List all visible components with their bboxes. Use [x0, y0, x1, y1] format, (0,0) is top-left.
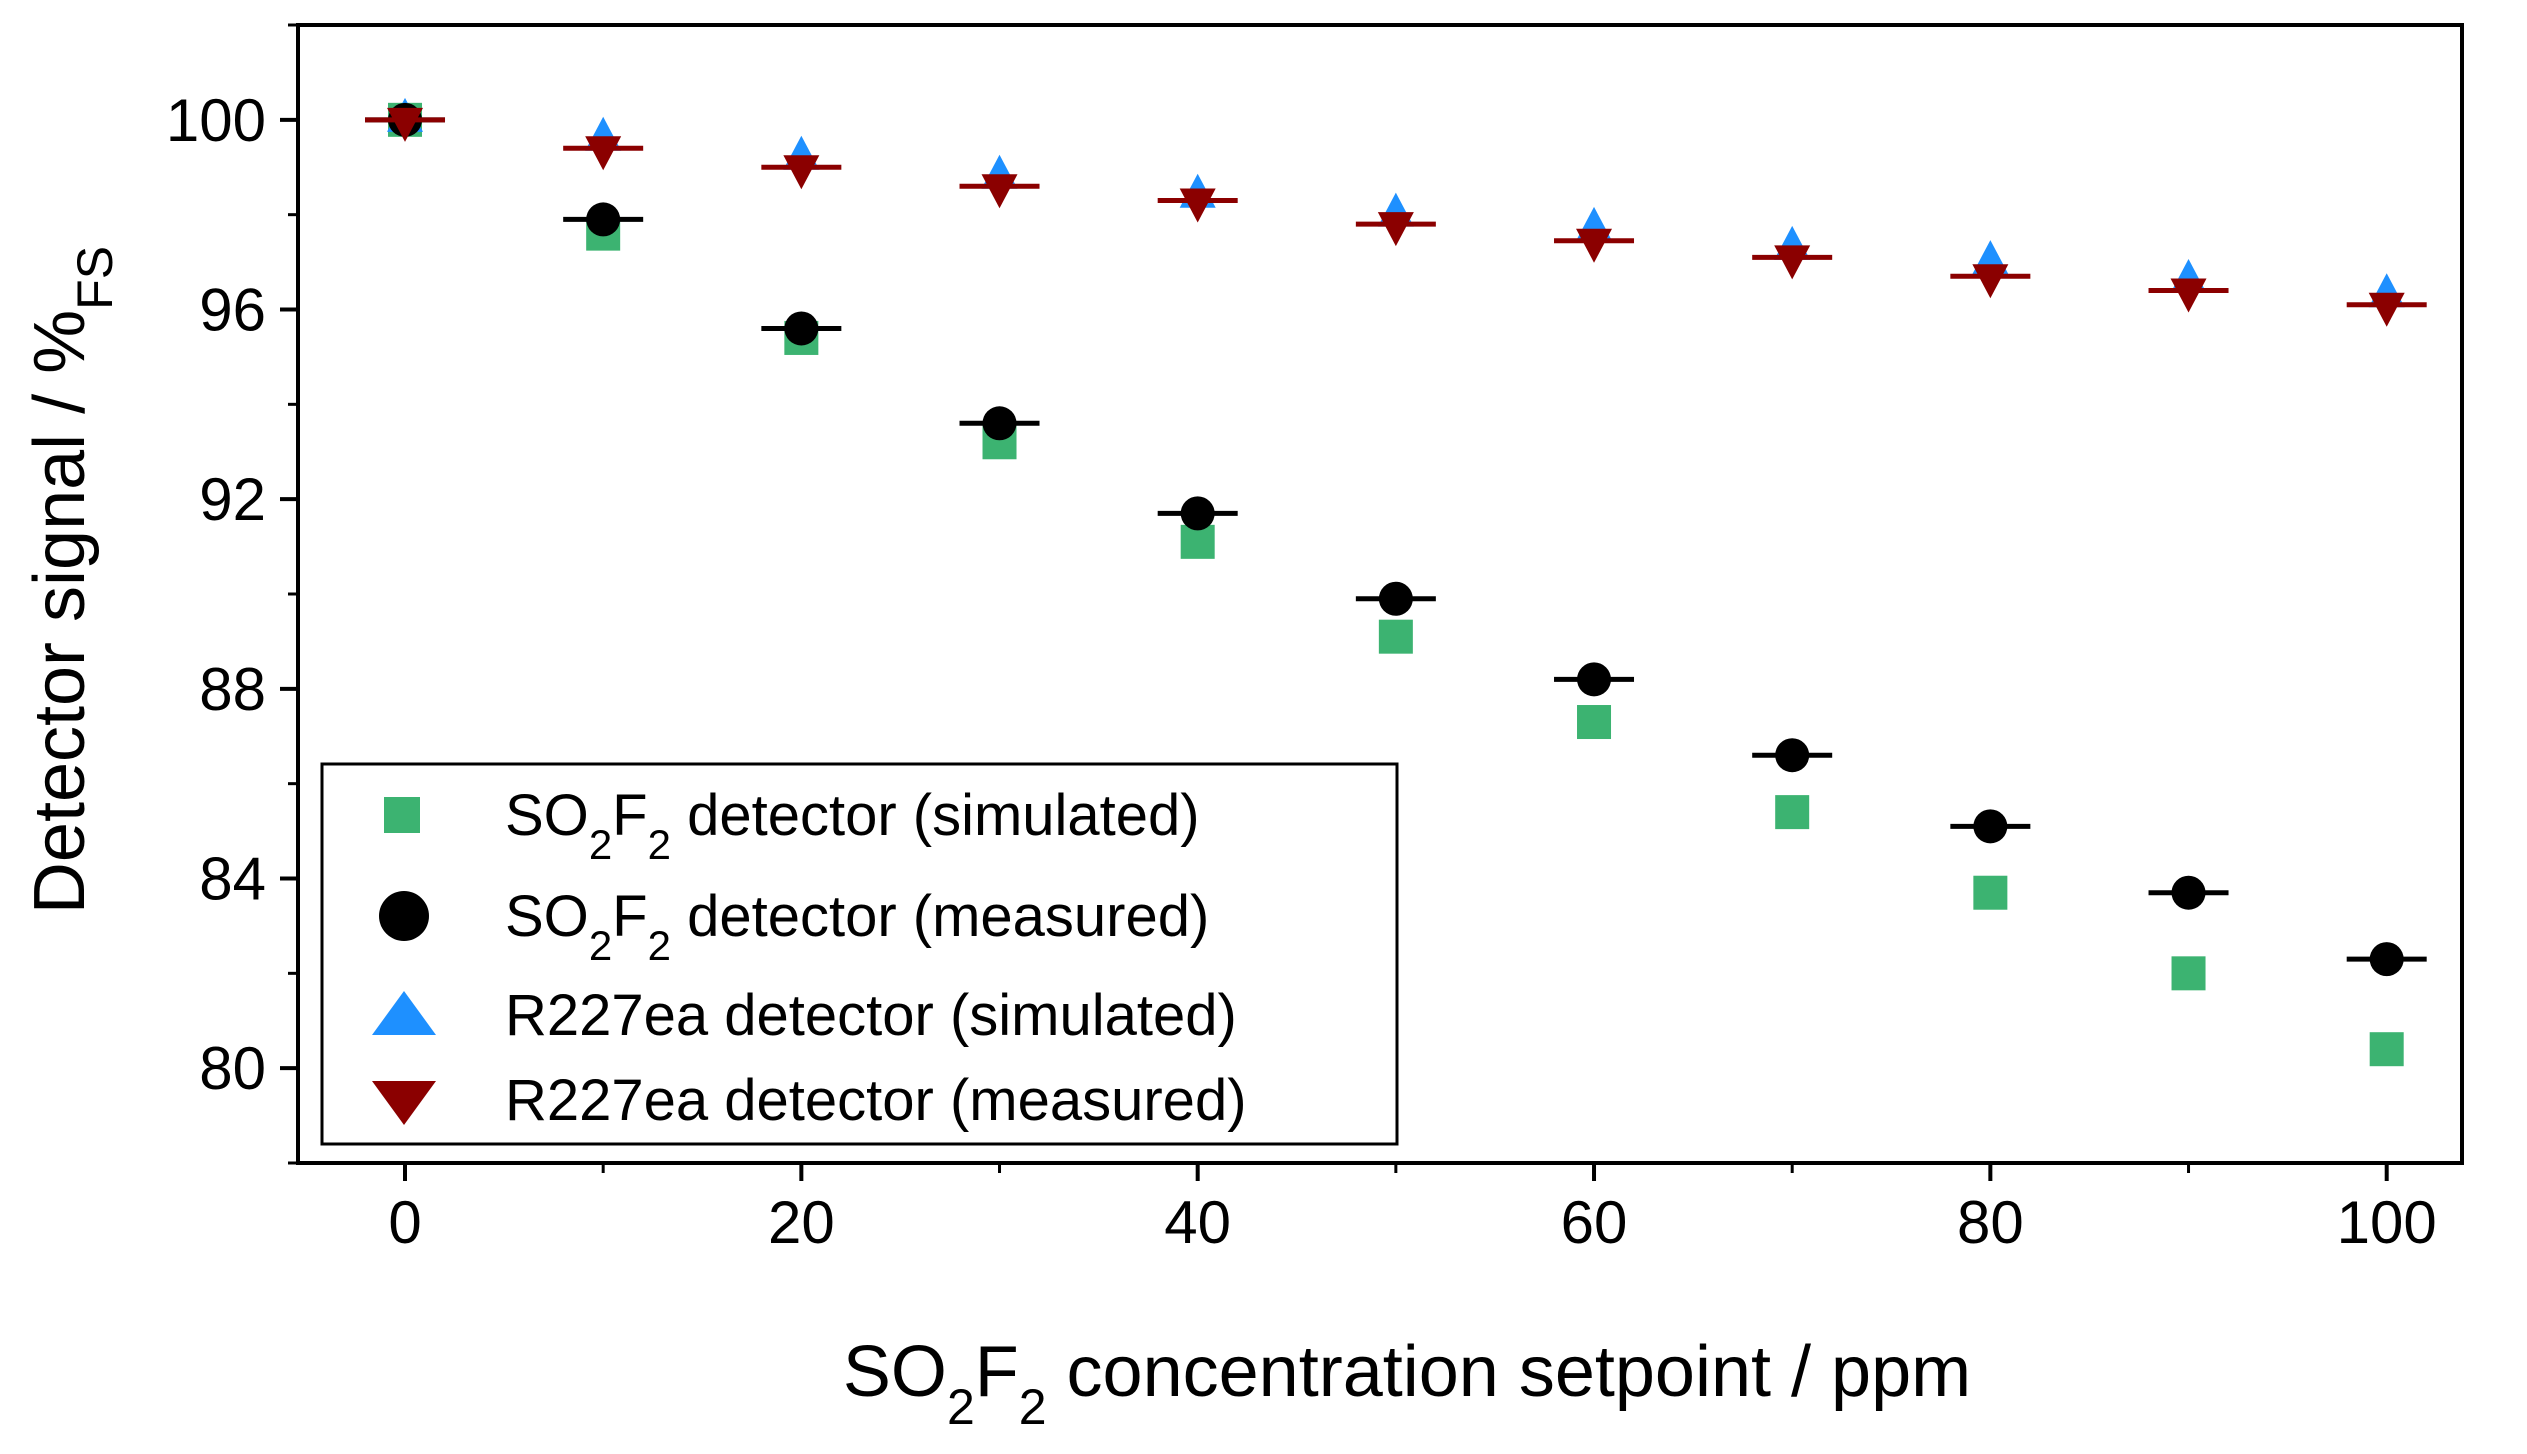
- r227-meas-point: [1377, 212, 1414, 247]
- r227-meas-point: [387, 107, 424, 142]
- r227-meas-point: [2368, 292, 2405, 327]
- so2f2-sim-point: [1577, 705, 1612, 740]
- y-tick-label: 80: [199, 1035, 266, 1102]
- r227-meas-point: [1179, 188, 1216, 223]
- so2f2-meas-point: [2369, 942, 2404, 977]
- so2f2-sim-point: [1378, 619, 1413, 654]
- legend-marker-r227ea-measured: [372, 1081, 436, 1125]
- so2f2-meas-point: [1775, 738, 1810, 773]
- plot-area: [365, 97, 2427, 1067]
- so2f2-meas-point: [1577, 662, 1612, 697]
- legend: SO2F2 detector (simulated) SO2F2 detecto…: [320, 762, 1399, 1146]
- legend-marker-r227ea-simulated: [372, 991, 436, 1035]
- y-tick-label: 84: [199, 846, 266, 913]
- y-axis-title: Detector signal / %FS: [20, 246, 123, 914]
- so2f2-meas-point: [586, 202, 621, 237]
- so2f2-meas-point: [1378, 581, 1413, 616]
- so2f2-sim-point: [2171, 956, 2206, 991]
- r227-meas-point: [1972, 264, 2009, 299]
- r227-meas-point: [981, 174, 1018, 209]
- legend-label-r227ea-measured: R227ea detector (measured): [505, 1068, 1247, 1133]
- legend-marker-so2f2-simulated: [384, 797, 420, 833]
- y-tick-label: 88: [199, 656, 266, 723]
- x-axis-title: SO2F2 concentration setpoint / ppm: [843, 1332, 1971, 1435]
- r227-meas-point: [2170, 278, 2207, 313]
- x-tick-label: 80: [1957, 1189, 2024, 1256]
- so2f2-sim-point: [2369, 1032, 2404, 1067]
- x-tick-label: 40: [1164, 1189, 1231, 1256]
- r227-meas-point: [1576, 228, 1613, 263]
- legend-label-so2f2-simulated: SO2F2 detector (simulated): [505, 783, 1200, 868]
- x-tick-label: 60: [1561, 1189, 1628, 1256]
- x-tick-label: 100: [2337, 1189, 2437, 1256]
- r227-meas-point: [1774, 245, 1811, 280]
- so2f2-meas-point: [2171, 875, 2206, 910]
- y-tick-label: 100: [166, 87, 266, 154]
- so2f2-meas-point: [1180, 496, 1215, 531]
- x-tick-label: 20: [768, 1189, 835, 1256]
- r227-meas-point: [783, 155, 820, 190]
- legend-marker-so2f2-measured: [379, 891, 429, 941]
- so2f2-meas-point: [982, 406, 1017, 441]
- so2f2-sim-point: [1775, 795, 1810, 830]
- legend-box: [320, 762, 1399, 1146]
- so2f2-sim-point: [1973, 875, 2008, 910]
- y-tick-label: 92: [199, 466, 266, 533]
- so2f2-meas-point: [784, 311, 819, 346]
- so2f2-sim-point: [1180, 524, 1215, 559]
- legend-label-r227ea-simulated: R227ea detector (simulated): [505, 983, 1237, 1048]
- legend-label-so2f2-measured: SO2F2 detector (measured): [505, 884, 1209, 969]
- y-axis-title-main: Detector signal / %: [20, 310, 100, 914]
- x-tick-label: 0: [388, 1189, 421, 1256]
- r227-meas-point: [585, 136, 622, 171]
- axes: 0 20 40 60 80 100 80 84 88 92 96 100: [166, 23, 2464, 1256]
- y-tick-label: 96: [199, 277, 266, 344]
- y-axis-title-sub: FS: [67, 246, 123, 310]
- so2f2-meas-point: [1973, 809, 2008, 844]
